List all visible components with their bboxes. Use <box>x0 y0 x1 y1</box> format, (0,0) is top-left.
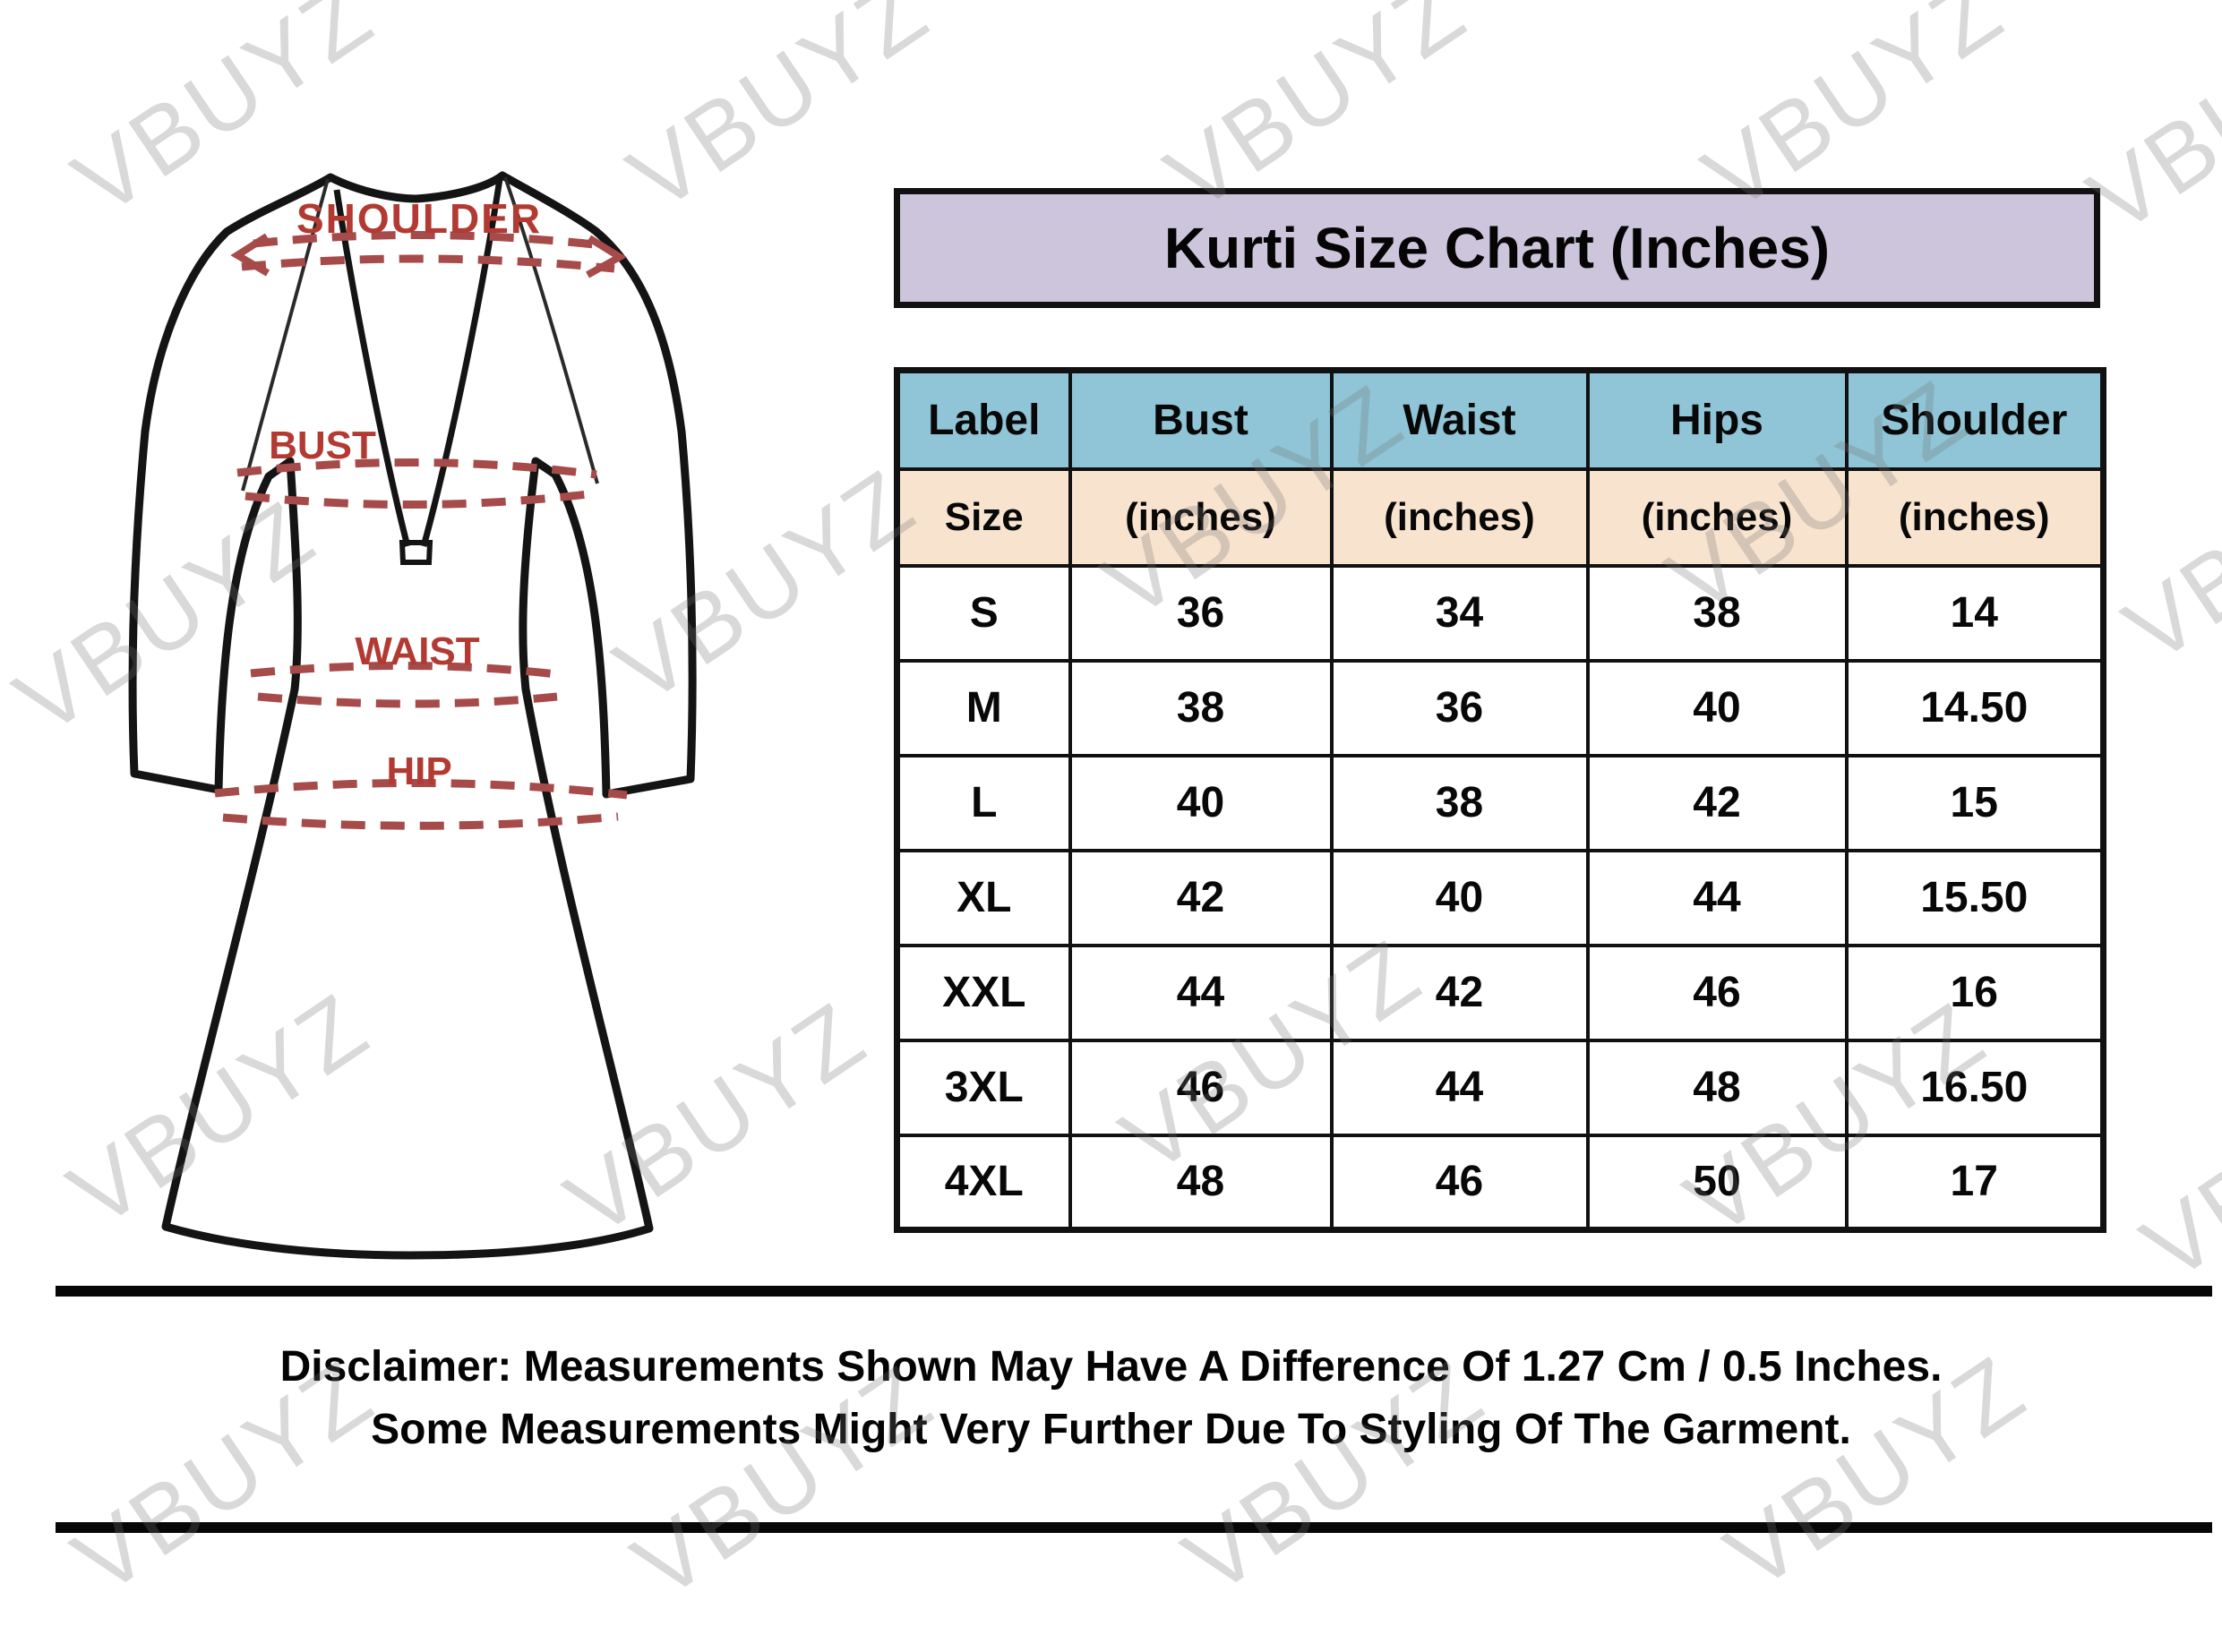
size-cell: S <box>895 563 1072 663</box>
size-cell: 15.50 <box>1844 848 2106 947</box>
hip-dash-lower <box>222 812 619 830</box>
divider-line-top <box>56 1286 2212 1297</box>
size-cell: 38 <box>1585 563 1849 663</box>
neck-slit-left-line <box>333 189 411 547</box>
size-cell: 44 <box>1068 943 1334 1042</box>
shoulder-arrow-right <box>586 235 627 278</box>
size-cell: 50 <box>1585 1133 1849 1232</box>
table-row: M 38 36 40 14.50 <box>895 658 2106 758</box>
column-header: Bust <box>1068 368 1334 471</box>
size-cell: 16 <box>1844 943 2106 1042</box>
divider-line-bottom <box>56 1522 2212 1533</box>
size-cell: 4XL <box>895 1133 1072 1232</box>
waist-dash-lower <box>257 692 558 708</box>
column-header: Hips <box>1585 368 1849 471</box>
size-cell: 46 <box>1068 1038 1334 1137</box>
watermark-text: VBUYZ <box>2106 408 2222 683</box>
size-cell: 15 <box>1844 753 2106 852</box>
shoulder-arrow-left <box>230 233 270 277</box>
size-cell: 38 <box>1329 753 1590 852</box>
column-subheader: (inches) <box>1329 466 1590 568</box>
seam-line-right <box>503 176 599 484</box>
size-cell: 3XL <box>895 1038 1072 1137</box>
size-cell: 48 <box>1068 1133 1334 1232</box>
column-subheader: Size <box>895 466 1072 568</box>
size-cell: 40 <box>1329 848 1590 947</box>
disclaimer-line2: Some Measurements Might Very Further Due… <box>371 1406 1851 1453</box>
hip-dash-upper <box>214 779 628 800</box>
neck-slit-bottom <box>399 540 433 565</box>
size-cell: 34 <box>1329 563 1590 663</box>
size-cell: 46 <box>1329 1133 1590 1232</box>
watermark-text: VBUYZ <box>2123 1026 2222 1301</box>
column-subheader: (inches) <box>1068 466 1334 568</box>
size-cell: 16.50 <box>1844 1038 2106 1137</box>
size-cell: 36 <box>1068 563 1334 663</box>
hip-label: HIP <box>386 749 451 793</box>
shoulder-dash-upper <box>253 231 604 250</box>
size-cell: XL <box>895 848 1072 947</box>
size-cell: 17 <box>1844 1133 2106 1232</box>
shoulder-dash-lower <box>241 254 615 273</box>
size-cell: L <box>895 753 1072 852</box>
chart-title-banner: Kurti Size Chart (Inches) <box>894 188 2100 308</box>
size-cell: 42 <box>1068 848 1334 947</box>
table-row: S 36 34 38 14 <box>895 563 2106 663</box>
column-header: Waist <box>1329 368 1590 471</box>
size-cell: 14 <box>1844 563 2106 663</box>
table-row: L 40 38 42 15 <box>895 753 2106 852</box>
size-cell: 38 <box>1068 658 1334 758</box>
seam-line-left <box>241 178 330 492</box>
table-row: XXL 44 42 46 16 <box>895 943 2106 1042</box>
chart-title-text: Kurti Size Chart (Inches) <box>1163 216 1831 280</box>
column-subheader: (inches) <box>1844 466 2106 568</box>
table-row: 4XL 48 46 50 17 <box>895 1133 2106 1232</box>
waist-dash-upper <box>250 661 565 680</box>
size-cell: 40 <box>1068 753 1334 852</box>
column-header: Shoulder <box>1844 368 2106 471</box>
table-row: 3XL 46 44 48 16.50 <box>895 1038 2106 1137</box>
table-row: XL 42 40 44 15.50 <box>895 848 2106 947</box>
size-cell: 46 <box>1585 943 1849 1042</box>
size-cell: 42 <box>1329 943 1590 1042</box>
bust-label: BUST <box>269 424 376 467</box>
garment-outline <box>128 171 697 1260</box>
size-cell: 42 <box>1585 753 1849 852</box>
size-cell: M <box>895 658 1072 758</box>
size-cell: 36 <box>1329 658 1590 758</box>
kurti-diagram: SHOULDER BUST WAIST HIP <box>128 171 697 1260</box>
size-cell: 14.50 <box>1844 658 2106 758</box>
waist-label: WAIST <box>355 629 479 673</box>
size-cell: XXL <box>895 943 1072 1042</box>
column-header: Label <box>895 368 1072 471</box>
size-table: Label Bust Waist Hips Shoulder Size (inches) (i… <box>894 367 2106 1233</box>
column-subheader: (inches) <box>1585 466 1849 568</box>
shoulder-label: SHOULDER <box>296 195 542 242</box>
bust-dash-upper <box>236 458 597 479</box>
size-cell: 40 <box>1585 658 1849 758</box>
disclaimer: Disclaimer: Measurements Shown May Have … <box>0 1336 2222 1461</box>
disclaimer-line1: Disclaimer: Measurements Shown May Have … <box>279 1343 1943 1391</box>
size-cell: 44 <box>1585 848 1849 947</box>
neck-slit-right-line <box>420 178 503 547</box>
size-cell: 44 <box>1329 1038 1590 1137</box>
bust-dash-lower <box>245 490 588 509</box>
size-cell: 48 <box>1585 1038 1849 1137</box>
